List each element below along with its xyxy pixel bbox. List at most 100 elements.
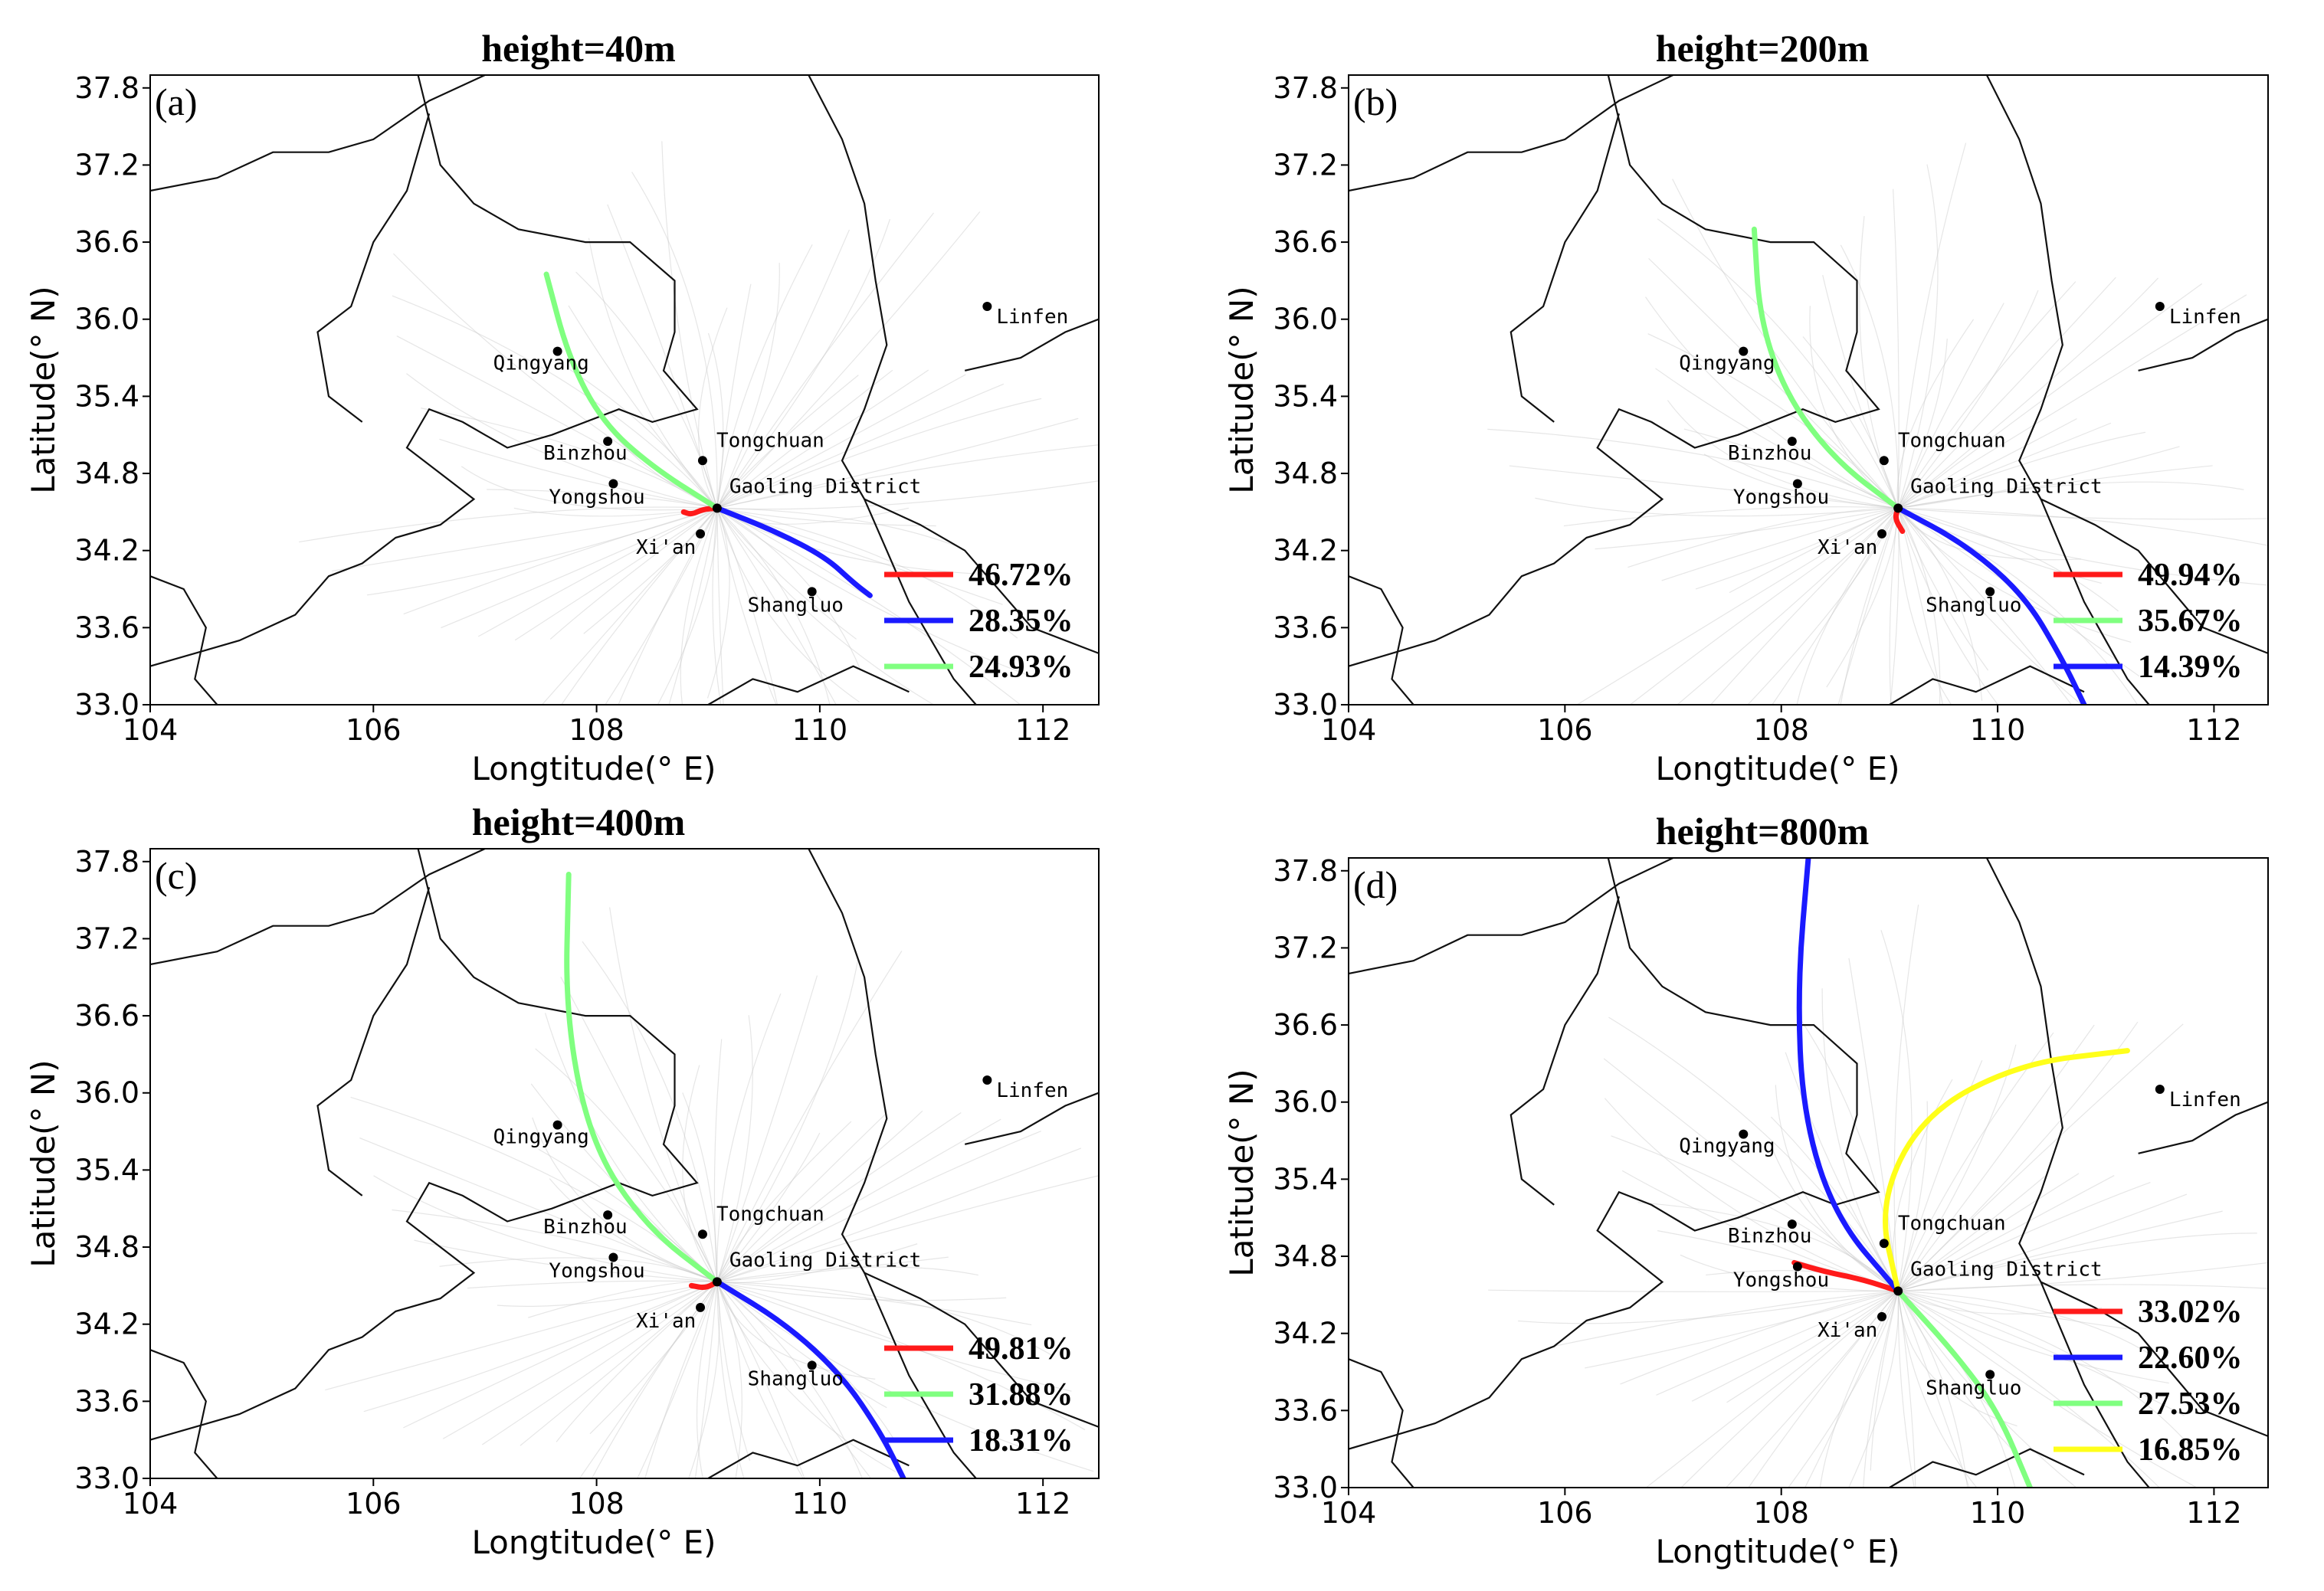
y-tick-label: 35.4 [74, 1153, 139, 1187]
trajectory-line [1897, 431, 2146, 509]
city-label: Xi'an [636, 1310, 696, 1333]
trajectory-background [1488, 904, 2268, 1488]
trajectory-line [1897, 339, 1948, 509]
trajectory-line [583, 507, 718, 634]
trajectory-line [1809, 306, 1899, 509]
legend-percentage: 14.39% [2138, 650, 2243, 685]
trajectory-line [582, 941, 718, 1282]
trajectory-line [1788, 1291, 1899, 1488]
trajectory-line [716, 417, 1079, 509]
city-label: Binzhou [1728, 442, 1812, 465]
trajectory-line [716, 1281, 1007, 1301]
trajectory-line [716, 1147, 1082, 1282]
city-dot [552, 346, 562, 356]
trajectory-line [1487, 428, 1899, 509]
y-tick-label: 36.0 [74, 1076, 139, 1110]
trajectory-line [716, 507, 935, 705]
trajectory-line [716, 507, 984, 575]
trajectory-line [1771, 1147, 1899, 1291]
x-axis-label: Longtitude(° E) [471, 1524, 716, 1561]
trajectory-line [1775, 1085, 1899, 1291]
city-dot [608, 479, 618, 489]
trajectory-line [716, 507, 857, 640]
trajectory-line [1898, 1284, 2268, 1291]
y-tick-label: 37.2 [1273, 931, 1338, 964]
trajectory-line [1897, 508, 2082, 561]
legend-percentage: 46.72% [969, 558, 1073, 593]
panel-title: height=40m [481, 27, 676, 70]
trajectory-line [1897, 281, 2077, 509]
trajectory-line [688, 1282, 720, 1478]
trajectory-line [1648, 257, 1899, 509]
trajectory-line [1897, 508, 1989, 671]
trajectory-line [716, 283, 752, 509]
trajectory-line [1893, 188, 1900, 509]
legend-percentage: 27.53% [2138, 1386, 2243, 1422]
trajectory-line [716, 507, 861, 670]
plot-frame [149, 74, 1100, 705]
trajectory-line [560, 977, 718, 1282]
x-tick-label: 106 [1537, 713, 1593, 747]
trajectory-line [441, 507, 718, 629]
trajectory-line [716, 1282, 876, 1380]
trajectory-line [682, 1065, 718, 1282]
trajectory-line [1819, 1291, 1899, 1488]
trajectory-line [716, 1118, 1001, 1282]
trajectory-line [1620, 1290, 1899, 1385]
trajectory-line [439, 438, 717, 509]
trajectory-line [716, 1131, 1041, 1282]
province-border [150, 575, 218, 705]
city-label: Xi'an [1818, 536, 1877, 559]
trajectory-line [421, 408, 718, 509]
trajectory-line [716, 1281, 887, 1409]
trajectory-line [1709, 507, 1899, 705]
trajectory-line [716, 508, 860, 702]
y-tick-label: 35.4 [1273, 1162, 1338, 1196]
trajectory-line [1890, 508, 1900, 705]
trajectory-line [1848, 958, 1899, 1291]
trajectory-line [694, 1282, 718, 1478]
trajectory-line [359, 1138, 718, 1282]
trajectory-line [1680, 1254, 1899, 1291]
province-border [964, 1092, 1099, 1145]
plot-area: Linfen Qingyang Tongchuan Binzhou Gaoling Di… [1349, 75, 2268, 705]
city-dot [982, 1075, 992, 1085]
city-dot [608, 1252, 618, 1262]
trajectory-line [1661, 507, 1899, 581]
legend-percentage: 28.35% [969, 604, 1073, 639]
legend-percentage: 33.02% [2138, 1295, 2243, 1330]
trajectory-line [497, 1281, 718, 1307]
city-dot [2155, 1084, 2165, 1094]
trajectory-line [1897, 1023, 2184, 1291]
y-tick-label: 36.6 [1273, 1008, 1338, 1042]
y-tick-label: 33.6 [74, 611, 139, 644]
city-dot [697, 1229, 707, 1239]
x-tick-label: 108 [1753, 1496, 1809, 1530]
province-border [1349, 75, 1673, 192]
trajectory-line [1840, 508, 1899, 705]
x-tick-label: 112 [1015, 713, 1071, 747]
trajectory-line [1683, 428, 1899, 509]
trajectory-line [514, 507, 718, 641]
trajectory-line [716, 1282, 745, 1478]
trajectory-blue [714, 505, 873, 598]
trajectory-line [461, 466, 717, 511]
y-tick-label: 37.8 [1273, 71, 1338, 105]
province-border [2138, 318, 2268, 372]
trajectory-line [1703, 453, 1899, 509]
trajectory-line [618, 508, 718, 705]
trajectory-line [1898, 507, 2119, 612]
trajectory-line [1897, 1290, 2198, 1488]
province-border [316, 113, 431, 423]
trajectory-line [1897, 1290, 2169, 1384]
province-border [1349, 75, 1880, 667]
city-label: Linfen [996, 1079, 1068, 1102]
trajectory-line [716, 1282, 742, 1478]
trajectory-line [1627, 507, 1899, 568]
trajectory-line [1535, 497, 1899, 517]
trajectory-line [477, 507, 718, 637]
legend-percentage: 16.85% [2138, 1432, 2243, 1468]
x-tick-label: 112 [2186, 713, 2242, 747]
trajectory-line [568, 305, 718, 509]
trajectory-line [716, 1281, 1032, 1326]
